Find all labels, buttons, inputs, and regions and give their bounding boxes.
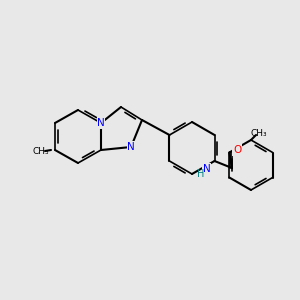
Text: N: N bbox=[202, 164, 210, 174]
Text: N: N bbox=[97, 118, 105, 128]
Text: N: N bbox=[127, 142, 135, 152]
Text: CH₃: CH₃ bbox=[33, 148, 49, 157]
Text: H: H bbox=[197, 169, 204, 179]
Text: O: O bbox=[233, 145, 241, 155]
Text: CH₃: CH₃ bbox=[251, 130, 267, 139]
